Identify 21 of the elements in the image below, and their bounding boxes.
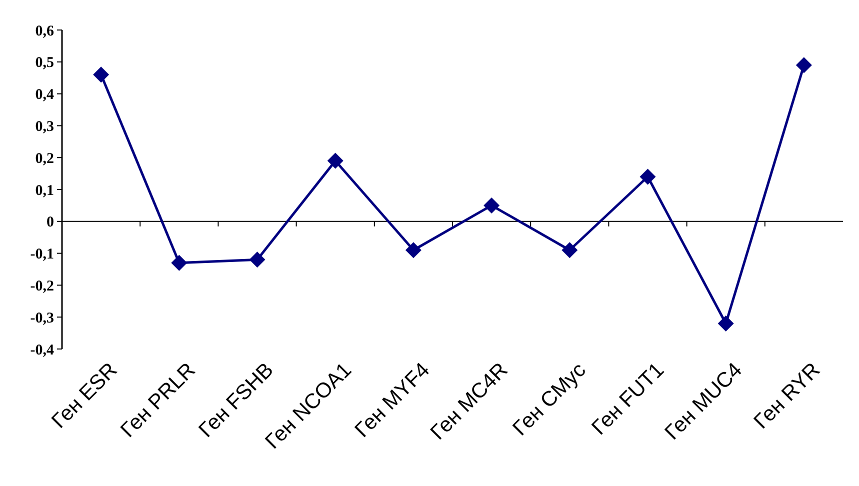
- y-tick-label: -0,3: [30, 310, 54, 326]
- point: [640, 168, 656, 185]
- y-tick-label: -0,1: [30, 246, 54, 263]
- point: [718, 315, 734, 332]
- point: [562, 242, 578, 258]
- point: [484, 197, 500, 214]
- y-tick-label: 0,4: [35, 87, 54, 104]
- y-tick-label: 0,6: [35, 23, 54, 40]
- point: [405, 242, 422, 258]
- point: [93, 66, 110, 83]
- y-tick-label: 0,1: [35, 182, 54, 199]
- y-tick-label: 0,3: [35, 118, 54, 135]
- point: [171, 254, 188, 271]
- y-tick-label: 0,2: [35, 150, 54, 167]
- point: [327, 152, 344, 169]
- y-tick-label: 0: [46, 214, 54, 231]
- point: [249, 252, 266, 268]
- y-tick-label: -0,4: [30, 342, 54, 358]
- y-tick-label: 0,5: [35, 55, 54, 72]
- y-tick-label: -0,2: [30, 278, 54, 294]
- point: [796, 57, 812, 74]
